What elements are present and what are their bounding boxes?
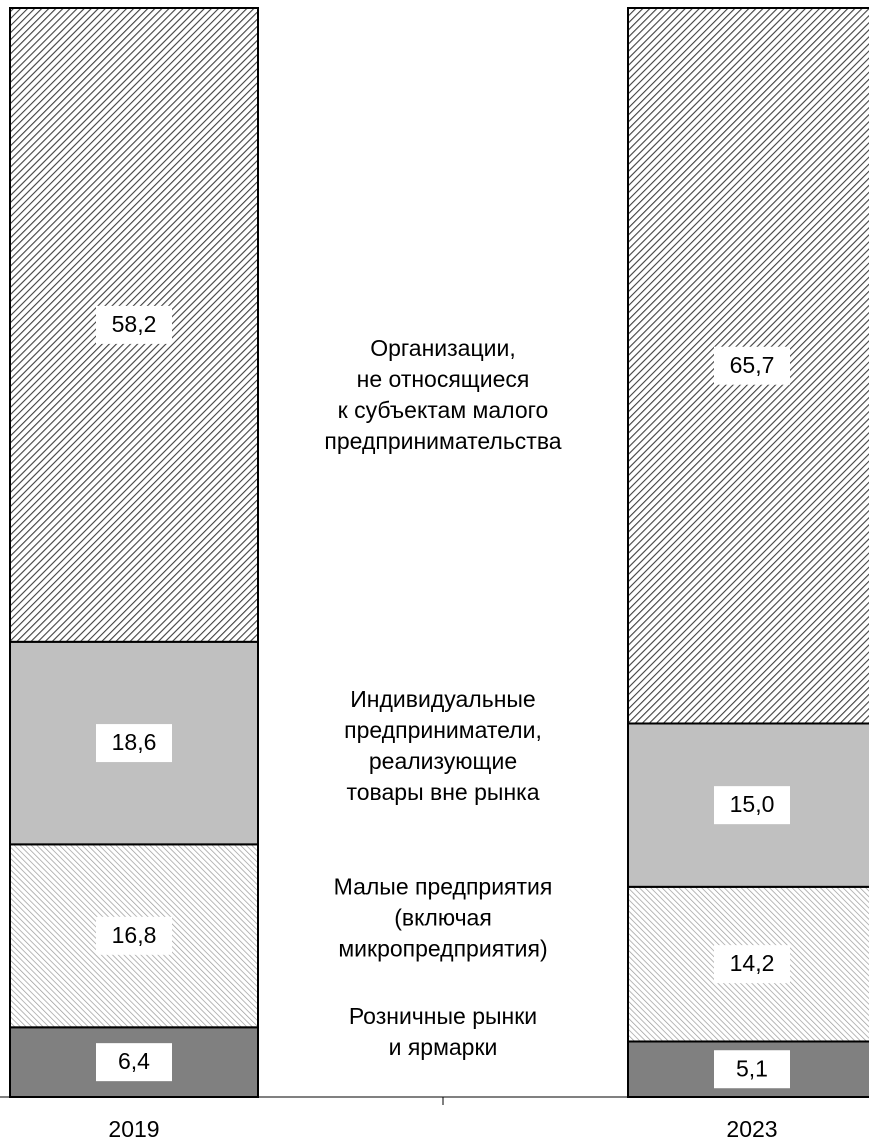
x-tick-label: 2023: [726, 1116, 777, 1142]
legend-label: Индивидуальные предприниматели, реализую…: [344, 686, 542, 805]
value-label-box: [714, 786, 790, 825]
value-label: 14,2: [730, 950, 775, 976]
value-label-box: [96, 1043, 172, 1082]
value-label: 6,4: [118, 1048, 150, 1074]
value-label: 65,7: [730, 352, 775, 378]
value-label-box: [96, 724, 172, 763]
value-label: 15,0: [730, 791, 775, 817]
value-label-box: [714, 1050, 790, 1089]
legend-label: Розничные рынки и ярмарки: [348, 1003, 538, 1060]
value-label-box: [96, 916, 172, 955]
value-label-box: [96, 305, 172, 344]
value-label: 58,2: [112, 311, 157, 337]
value-label: 18,6: [112, 729, 157, 755]
legend-label: Малые предприятия (включая микропредприя…: [333, 873, 553, 962]
value-label: 16,8: [112, 922, 157, 948]
value-label-box: [714, 346, 790, 385]
value-label: 5,1: [736, 1055, 768, 1081]
x-tick-label: 2019: [108, 1116, 159, 1142]
value-label-box: [714, 945, 790, 984]
legend-label: Организации, не относящиеся к субъектам …: [324, 335, 562, 454]
